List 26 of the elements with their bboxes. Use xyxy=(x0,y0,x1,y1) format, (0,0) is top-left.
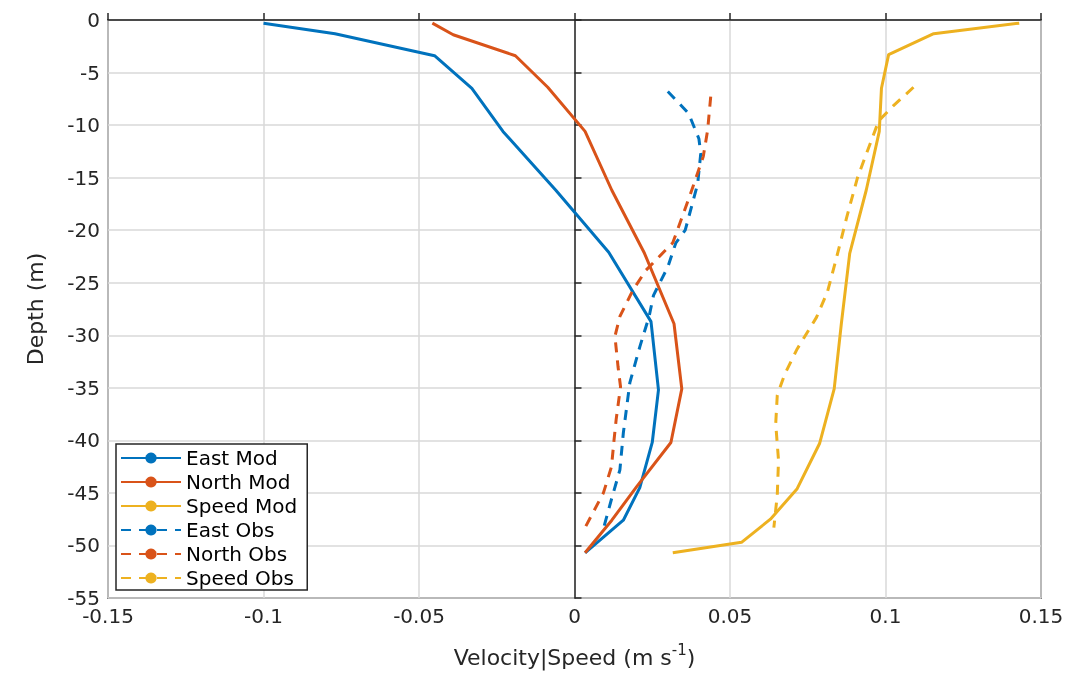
y-tick-label: -30 xyxy=(67,323,100,348)
x-tick-label: 0 xyxy=(568,604,581,628)
y-tick-label: -25 xyxy=(67,270,100,295)
y-axis-title: Depth (m) xyxy=(22,252,48,366)
legend-label: Speed Mod xyxy=(186,494,298,518)
y-tick-label: -15 xyxy=(67,165,100,190)
x-tick-label: -0.1 xyxy=(243,604,284,628)
x-tick-label: 0.1 xyxy=(869,604,902,628)
legend-label: East Mod xyxy=(186,446,278,470)
line-series xyxy=(671,21,1021,555)
x-tick-label: 0.15 xyxy=(1018,604,1064,628)
y-tick-label: -5 xyxy=(80,60,100,85)
legend-label: North Obs xyxy=(186,542,288,566)
legend-label: Speed Obs xyxy=(186,566,294,590)
legend-label: East Obs xyxy=(186,518,275,542)
y-tick-label: 0 xyxy=(87,8,100,32)
x-tick-label: -0.05 xyxy=(393,604,445,628)
y-tick-label: -45 xyxy=(67,480,100,505)
y-tick-label: -20 xyxy=(67,218,100,243)
y-tick-label: -10 xyxy=(67,113,100,138)
y-tick-label: -35 xyxy=(67,375,100,400)
y-tick-label: -50 xyxy=(67,533,100,558)
line-series xyxy=(772,85,915,530)
legend-label: North Mod xyxy=(186,470,291,494)
x-tick-label: 0.05 xyxy=(707,604,753,628)
y-tick-label: -40 xyxy=(67,428,100,453)
